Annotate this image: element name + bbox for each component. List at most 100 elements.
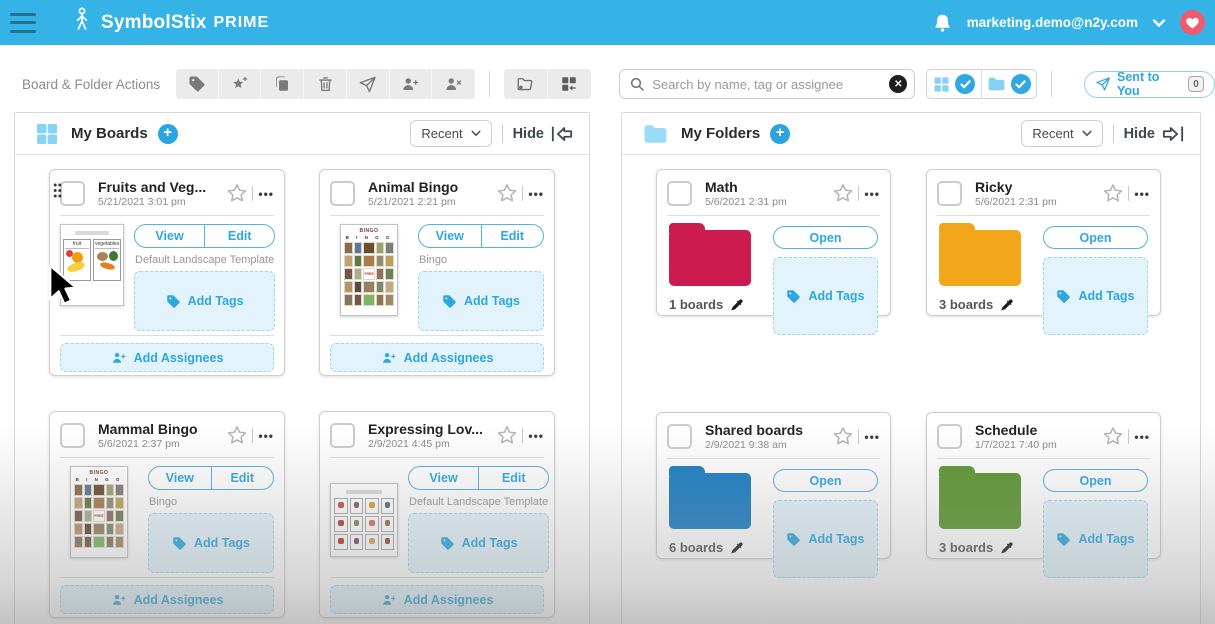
card-menu-icon[interactable]: •••	[528, 428, 544, 443]
edit-button[interactable]: Edit	[210, 467, 274, 489]
hide-boards-button[interactable]: Hide	[513, 123, 575, 145]
board-thumbnail[interactable]: BINGO B I N G O FREE	[340, 224, 398, 316]
move-to-boards-button[interactable]	[548, 69, 592, 99]
board-thumbnail[interactable]: BINGO B I N G O FREE	[70, 466, 128, 558]
notification-bell-icon[interactable]	[932, 12, 953, 34]
view-button[interactable]: View	[429, 471, 458, 485]
open-folder-button[interactable]: Open	[773, 226, 878, 249]
folder-card[interactable]: Shared boards 2/9/2021 9:38 am ••• 6 boa…	[656, 412, 891, 578]
favorite-star-icon[interactable]	[831, 182, 855, 205]
folder-icon[interactable]	[669, 466, 751, 529]
drag-handle-icon[interactable]	[53, 183, 62, 203]
card-menu-icon[interactable]: •••	[1134, 429, 1150, 444]
add-assignee-action-button[interactable]	[390, 69, 433, 99]
folder-move-icon	[515, 75, 535, 93]
folder-checkbox[interactable]	[667, 181, 692, 206]
eyedropper-icon[interactable]	[1000, 298, 1014, 312]
boards-check-icon	[955, 74, 976, 94]
folder-checkbox[interactable]	[667, 424, 692, 449]
add-tags-button[interactable]: Add Tags	[148, 513, 274, 573]
sent-to-you-button[interactable]: Sent to You 0	[1084, 70, 1215, 98]
board-checkbox[interactable]	[330, 423, 355, 448]
favorite-star-icon[interactable]	[225, 424, 249, 447]
add-tags-button[interactable]: Add Tags	[1043, 257, 1148, 335]
favorite-action-button[interactable]	[219, 69, 262, 99]
edit-button[interactable]: Edit	[478, 467, 548, 489]
board-checkbox[interactable]	[330, 181, 355, 206]
view-button[interactable]: View	[165, 471, 194, 485]
add-tags-button[interactable]: Add Tags	[1043, 500, 1148, 578]
add-board-button[interactable]: +	[157, 123, 178, 144]
add-assignees-button[interactable]: Add Assignees	[330, 343, 544, 372]
move-to-folder-button[interactable]	[504, 69, 548, 99]
delete-action-button[interactable]	[304, 69, 347, 99]
folder-checkbox[interactable]	[937, 181, 962, 206]
search-input[interactable]	[652, 76, 890, 92]
folders-sort-dropdown[interactable]: Recent	[1021, 120, 1103, 147]
remove-assignee-action-button[interactable]	[432, 69, 475, 99]
send-action-button[interactable]	[347, 69, 390, 99]
board-thumbnail[interactable]: fruit vegetables	[60, 224, 124, 306]
user-avatar[interactable]	[1180, 10, 1205, 35]
card-menu-icon[interactable]: •••	[258, 428, 274, 443]
folder-icon[interactable]	[939, 223, 1021, 286]
board-card[interactable]: Mammal Bingo 5/6/2021 2:37 pm ••• BINGO …	[49, 411, 285, 618]
eyedropper-icon[interactable]	[730, 298, 744, 312]
favorite-star-icon[interactable]	[495, 182, 519, 205]
edit-button[interactable]: Edit	[204, 225, 274, 247]
tag-blue-icon	[172, 536, 187, 551]
account-chevron-down-icon[interactable]	[1152, 18, 1166, 28]
folder-card[interactable]: Schedule 1/7/2021 7:40 pm ••• 3 boards	[926, 412, 1161, 578]
open-folder-button[interactable]: Open	[1043, 226, 1148, 249]
folder-card[interactable]: Ricky 5/6/2021 2:31 pm ••• 3 boards	[926, 169, 1161, 335]
favorite-star-icon[interactable]	[495, 424, 519, 447]
board-thumbnail[interactable]	[330, 482, 398, 557]
edit-button[interactable]: Edit	[480, 225, 544, 247]
favorite-star-icon[interactable]	[1101, 425, 1125, 448]
card-menu-icon[interactable]: •••	[864, 429, 880, 444]
add-folder-button[interactable]: +	[770, 123, 791, 144]
folder-icon[interactable]	[669, 223, 751, 286]
add-tags-button[interactable]: Add Tags	[408, 513, 550, 573]
folder-checkbox[interactable]	[937, 424, 962, 449]
boards-sort-dropdown[interactable]: Recent	[410, 120, 492, 147]
tag-action-button[interactable]	[176, 69, 219, 99]
favorite-star-icon[interactable]	[225, 182, 249, 205]
add-tags-button[interactable]: Add Tags	[773, 257, 878, 335]
favorite-star-icon[interactable]	[831, 425, 855, 448]
view-button[interactable]: View	[435, 229, 464, 243]
hide-folders-button[interactable]: Hide	[1124, 123, 1186, 145]
folder-icon[interactable]	[939, 466, 1021, 529]
folder-date: 5/6/2021 2:31 pm	[975, 196, 1057, 208]
show-boards-toggle[interactable]	[927, 70, 982, 98]
card-menu-icon[interactable]: •••	[1134, 186, 1150, 201]
board-checkbox[interactable]	[60, 423, 85, 448]
add-tags-button[interactable]: Add Tags	[773, 500, 878, 578]
folder-card[interactable]: Math 5/6/2021 2:31 pm ••• 1 boards	[656, 169, 891, 335]
board-card[interactable]: Fruits and Veg... 5/21/2021 3:01 pm •••	[48, 169, 285, 376]
clear-search-icon[interactable]: ✕	[889, 75, 908, 93]
eyedropper-icon[interactable]	[1000, 541, 1014, 555]
duplicate-action-button[interactable]	[261, 69, 305, 99]
add-tags-button[interactable]: Add Tags	[134, 271, 276, 331]
view-button[interactable]: View	[155, 229, 184, 243]
open-folder-button[interactable]: Open	[773, 469, 878, 492]
card-menu-icon[interactable]: •••	[864, 186, 880, 201]
bingo-thumb-title: BINGO	[359, 228, 379, 234]
hamburger-menu-icon[interactable]	[10, 12, 36, 33]
show-folders-toggle[interactable]	[982, 70, 1036, 98]
add-assignees-button[interactable]: Add Assignees	[330, 585, 544, 614]
board-card[interactable]: Animal Bingo 5/21/2021 2:21 pm ••• BINGO…	[319, 169, 555, 376]
open-folder-button[interactable]: Open	[1043, 469, 1148, 492]
eyedropper-icon[interactable]	[730, 541, 744, 555]
favorite-star-icon[interactable]	[1101, 182, 1125, 205]
card-menu-icon[interactable]: •••	[258, 186, 274, 201]
board-folder-actions-label: Board & Folder Actions	[22, 76, 161, 92]
add-tags-button[interactable]: Add Tags	[418, 271, 544, 331]
card-menu-icon[interactable]: •••	[528, 186, 544, 201]
board-card[interactable]: Expressing Lov... 2/9/2021 4:45 pm •••	[319, 411, 555, 618]
board-checkbox[interactable]	[60, 181, 85, 206]
folder-board-count: 6 boards	[669, 540, 724, 555]
add-assignees-button[interactable]: Add Assignees	[60, 343, 274, 372]
add-assignees-button[interactable]: Add Assignees	[60, 585, 274, 614]
